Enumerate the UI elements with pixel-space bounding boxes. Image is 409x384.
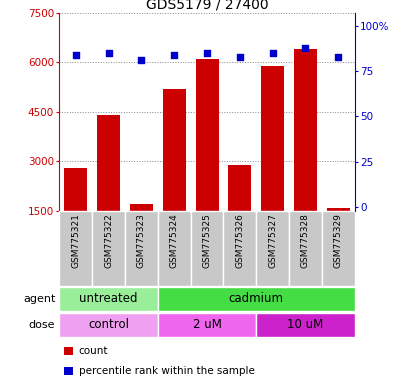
- Bar: [162, 89, 185, 211]
- Text: GSM775322: GSM775322: [104, 213, 113, 268]
- Title: GDS5179 / 27400: GDS5179 / 27400: [145, 0, 268, 12]
- Bar: [157, 211, 190, 286]
- Text: agent: agent: [23, 294, 55, 304]
- Point: [138, 57, 144, 63]
- Bar: [261, 66, 283, 211]
- Text: GSM775321: GSM775321: [71, 213, 80, 268]
- Text: GSM775323: GSM775323: [137, 213, 146, 268]
- Text: GSM775325: GSM775325: [202, 213, 211, 268]
- Bar: [130, 204, 153, 211]
- Bar: [59, 211, 92, 286]
- Bar: [125, 211, 157, 286]
- Bar: [97, 115, 120, 211]
- Text: cadmium: cadmium: [228, 292, 283, 305]
- Text: 2 uM: 2 uM: [192, 318, 221, 331]
- Text: 10 uM: 10 uM: [287, 318, 323, 331]
- Bar: [228, 165, 251, 211]
- Point: [301, 45, 308, 51]
- Text: GSM775326: GSM775326: [235, 213, 244, 268]
- Bar: [288, 211, 321, 286]
- Point: [171, 52, 177, 58]
- Point: [236, 53, 243, 60]
- Point: [72, 52, 79, 58]
- Bar: [326, 207, 349, 211]
- Bar: [223, 211, 256, 286]
- Text: GSM775327: GSM775327: [267, 213, 276, 268]
- Bar: [59, 287, 157, 311]
- Text: count: count: [79, 346, 108, 356]
- Point: [334, 53, 341, 60]
- Bar: [190, 211, 223, 286]
- Text: control: control: [88, 318, 129, 331]
- Point: [203, 50, 210, 56]
- Bar: [92, 211, 125, 286]
- Bar: [321, 211, 354, 286]
- Bar: [59, 313, 157, 337]
- Text: GSM775324: GSM775324: [169, 213, 178, 268]
- Text: GSM775328: GSM775328: [300, 213, 309, 268]
- Text: GSM775329: GSM775329: [333, 213, 342, 268]
- Bar: [64, 168, 87, 211]
- Bar: [195, 59, 218, 211]
- Point: [105, 50, 112, 56]
- Bar: [293, 49, 316, 211]
- Text: untreated: untreated: [79, 292, 137, 305]
- Point: [269, 50, 275, 56]
- Bar: [157, 313, 256, 337]
- Bar: [256, 313, 354, 337]
- Text: percentile rank within the sample: percentile rank within the sample: [79, 366, 254, 376]
- Bar: [256, 211, 288, 286]
- Text: dose: dose: [29, 320, 55, 330]
- Bar: [157, 287, 354, 311]
